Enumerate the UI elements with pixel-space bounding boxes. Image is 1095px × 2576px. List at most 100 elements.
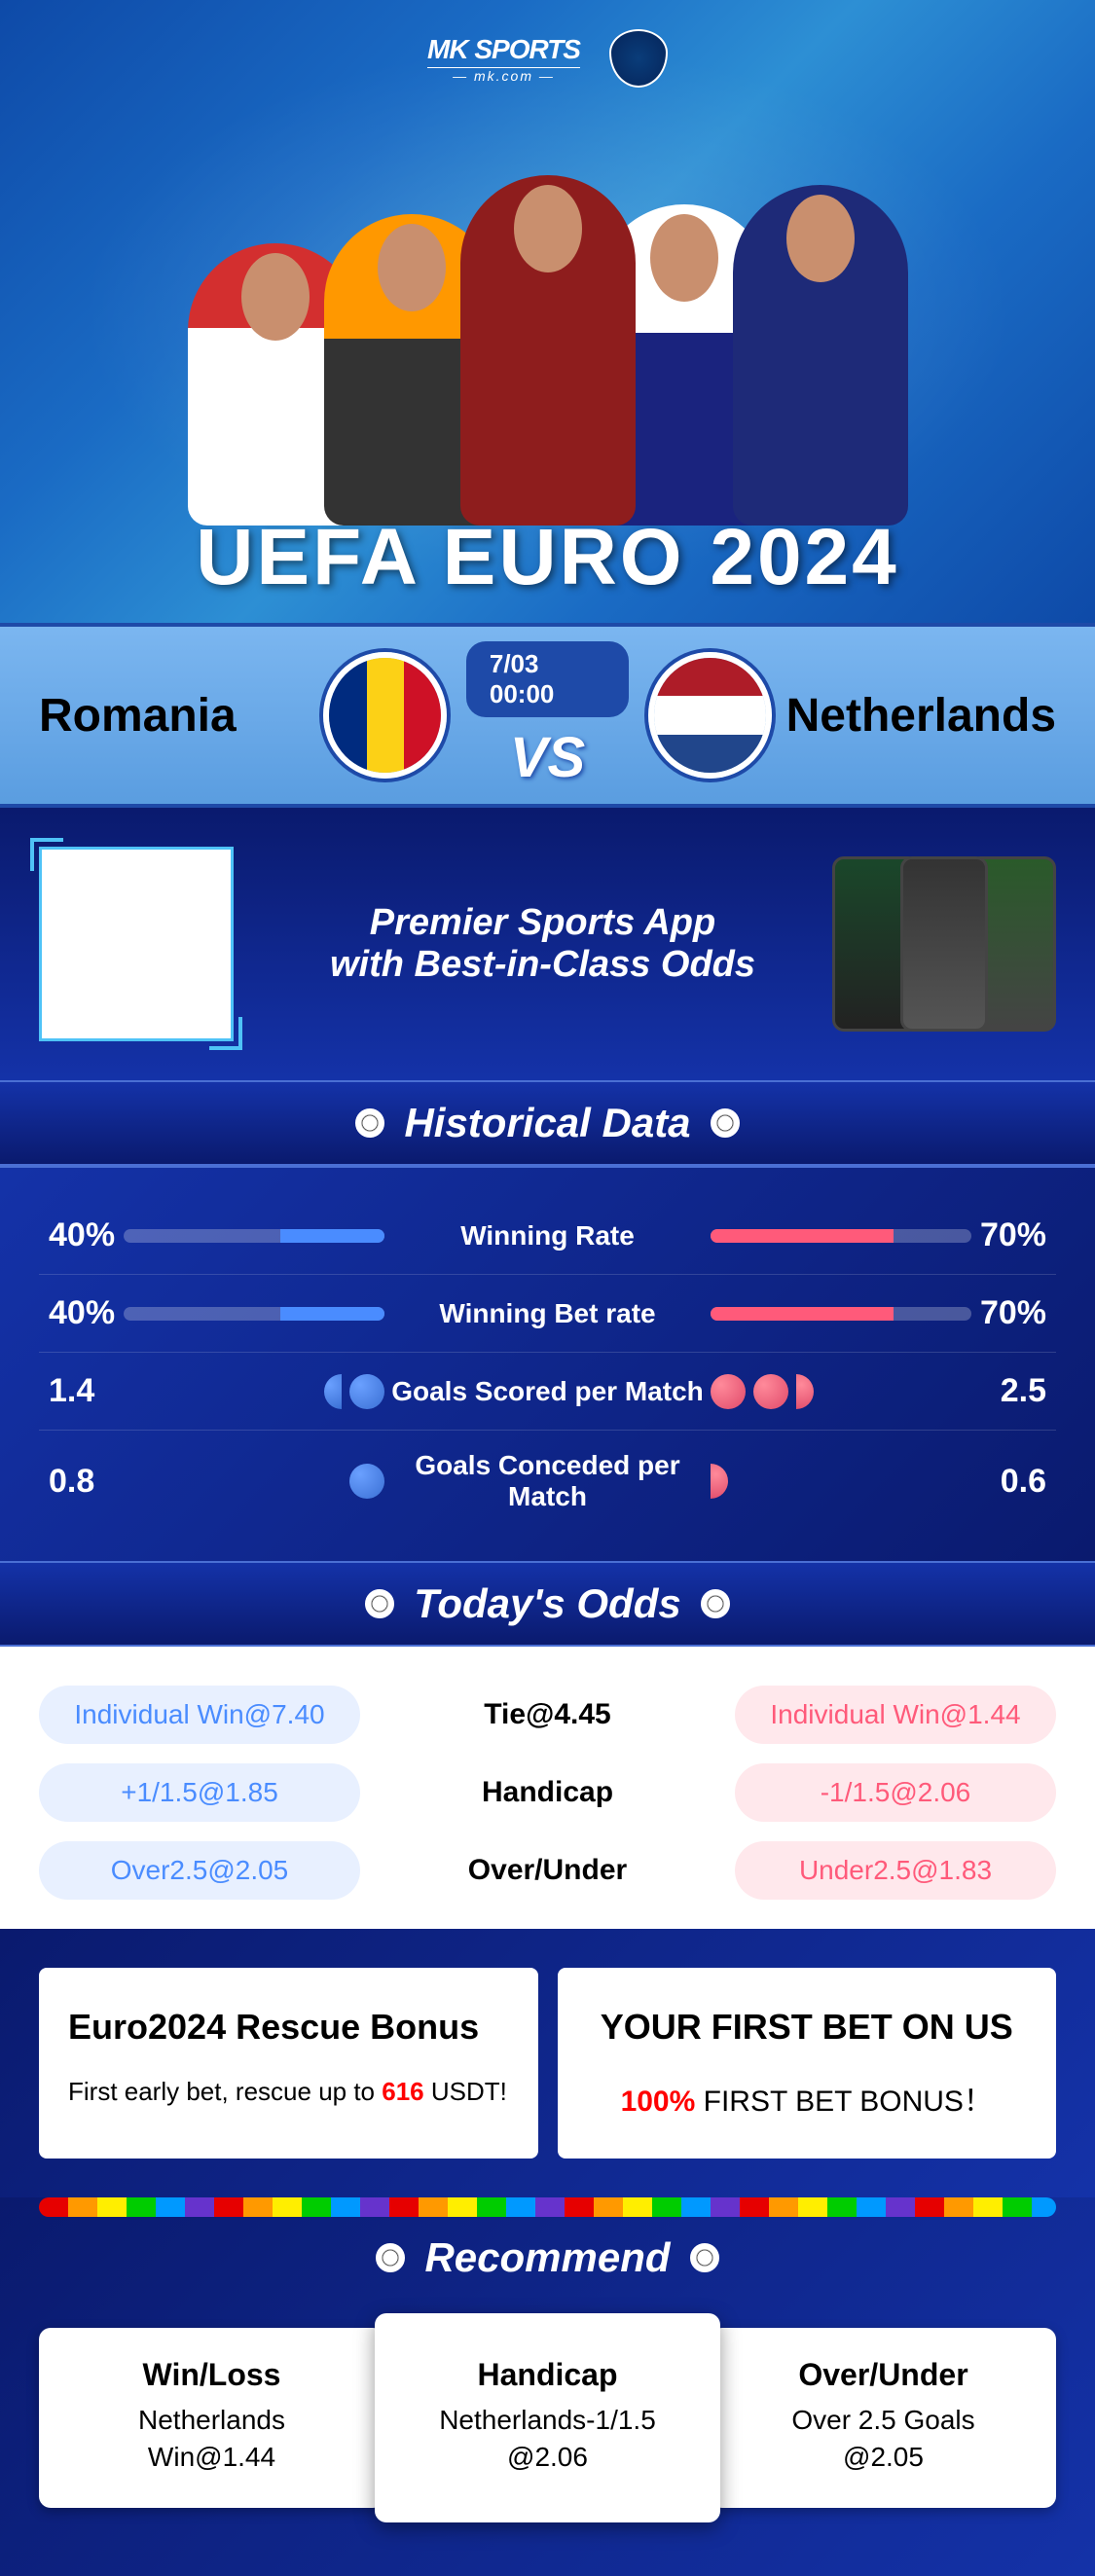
hero-title: UEFA EURO 2024 (0, 512, 1095, 603)
bonus-title: YOUR FIRST BET ON US (587, 2007, 1028, 2048)
ball-icon (753, 1374, 788, 1409)
bonus-title: Euro2024 Rescue Bonus (68, 2007, 509, 2048)
player-figure (733, 185, 908, 526)
ball-icon (711, 1464, 728, 1499)
balls-right (711, 1374, 971, 1409)
logo-sub: — mk.com — (427, 67, 580, 84)
odds-pill-right[interactable]: Under2.5@1.83 (735, 1841, 1056, 1900)
rec-heading: Over/Under (730, 2357, 1037, 2393)
bonus-card-rescue[interactable]: Euro2024 Rescue Bonus First early bet, r… (39, 1968, 538, 2159)
ball-icon (365, 1589, 394, 1618)
rec-line: Win@1.44 (58, 2442, 365, 2473)
team-left-name: Romania (39, 689, 323, 743)
hero-banner: MK SPORTS — mk.com — UEFA EURO 2024 (0, 0, 1095, 623)
recommend-title: Recommend (424, 2234, 670, 2281)
historical-title: Historical Data (404, 1100, 690, 1146)
rec-heading: Win/Loss (58, 2357, 365, 2393)
match-time: 7/03 00:00 (466, 641, 629, 717)
hist-right-val: 70% (971, 1216, 1046, 1254)
matchup-bar: Romania 7/03 00:00 VS Netherlands (0, 623, 1095, 808)
ball-icon (355, 1108, 384, 1138)
bonus-card-firstbet[interactable]: YOUR FIRST BET ON US 100% FIRST BET BONU… (558, 1968, 1057, 2159)
hist-label: Goals Conceded per Match (384, 1450, 711, 1512)
ball-icon (349, 1464, 384, 1499)
rec-line: @2.05 (730, 2442, 1037, 2473)
app-screenshots (852, 856, 1056, 1032)
flag-romania-icon (323, 652, 447, 779)
rec-line: Netherlands (58, 2405, 365, 2436)
hist-right-val: 70% (971, 1294, 1046, 1332)
balls-right (711, 1464, 971, 1499)
odds-center: Handicap (402, 1776, 694, 1809)
player-figure (460, 175, 636, 526)
ball-icon (690, 2243, 719, 2272)
odds-header: Today's Odds (0, 1561, 1095, 1647)
hist-left-val: 40% (49, 1294, 124, 1332)
odds-pill-left[interactable]: Over2.5@2.05 (39, 1841, 360, 1900)
odds-row: Over2.5@2.05 Over/Under Under2.5@1.83 (19, 1832, 1076, 1909)
logo-text: MK SPORTS (427, 34, 580, 64)
odds-pill-left[interactable]: Individual Win@7.40 (39, 1686, 360, 1744)
phone-mockup (900, 856, 988, 1032)
historical-section: 40% Winning Rate 70% 40% Winning Bet rat… (0, 1166, 1095, 1561)
qr-code-placeholder[interactable] (39, 847, 234, 1041)
recommend-card-handicap[interactable]: Handicap Netherlands-1/1.5 @2.06 (375, 2313, 720, 2522)
promo-section: Premier Sports App with Best-in-Class Od… (0, 808, 1095, 1080)
hist-row: 1.4 Goals Scored per Match 2.5 (39, 1353, 1056, 1431)
rec-line: @2.06 (394, 2442, 701, 2473)
odds-center: Tie@4.45 (402, 1698, 694, 1731)
hist-row: 0.8 Goals Conceded per Match 0.6 (39, 1431, 1056, 1532)
flag-netherlands-icon (648, 652, 772, 779)
ball-icon (711, 1374, 746, 1409)
recommend-section: Recommend Win/Loss Netherlands Win@1.44 … (0, 2197, 1095, 2576)
hist-right-val: 2.5 (971, 1372, 1046, 1410)
hist-row: 40% Winning Rate 70% (39, 1197, 1056, 1275)
hist-right-val: 0.6 (971, 1463, 1046, 1501)
bonus-section: Euro2024 Rescue Bonus First early bet, r… (0, 1929, 1095, 2197)
odds-title: Today's Odds (414, 1580, 680, 1627)
odds-row: Individual Win@7.40 Tie@4.45 Individual … (19, 1676, 1076, 1754)
odds-center: Over/Under (402, 1854, 694, 1887)
bar-left (124, 1229, 384, 1243)
odds-pill-right[interactable]: Individual Win@1.44 (735, 1686, 1056, 1744)
rec-line: Over 2.5 Goals (730, 2405, 1037, 2436)
recommend-cards: Win/Loss Netherlands Win@1.44 Handicap N… (0, 2299, 1095, 2537)
vs-text: VS (510, 725, 585, 790)
vs-center: 7/03 00:00 VS (466, 641, 629, 790)
team-right-name: Netherlands (772, 689, 1056, 743)
bonus-sub: First early bet, rescue up to 616 USDT! (68, 2077, 509, 2107)
ball-icon (349, 1374, 384, 1409)
bar-right (711, 1307, 971, 1321)
historical-header: Historical Data (0, 1080, 1095, 1166)
promo-line1: Premier Sports App (273, 902, 813, 944)
bonus-sub-post: FIRST BET BONUS！ (695, 2086, 993, 2118)
odds-pill-left[interactable]: +1/1.5@1.85 (39, 1763, 360, 1822)
hist-left-val: 1.4 (49, 1372, 124, 1410)
bonus-amount: 616 (382, 2077, 423, 2106)
bonus-sub-post: USDT! (424, 2077, 507, 2106)
bonus-sub-pre: First early bet, rescue up to (68, 2077, 382, 2106)
hist-left-val: 0.8 (49, 1463, 124, 1501)
ball-icon (701, 1589, 730, 1618)
recommend-card-overunder[interactable]: Over/Under Over 2.5 Goals @2.05 (711, 2328, 1056, 2508)
club-crest-icon (609, 29, 668, 88)
ball-icon (376, 2243, 405, 2272)
odds-row: +1/1.5@1.85 Handicap -1/1.5@2.06 (19, 1754, 1076, 1832)
hist-label: Winning Bet rate (384, 1298, 711, 1329)
odds-pill-right[interactable]: -1/1.5@2.06 (735, 1763, 1056, 1822)
recommend-card-winloss[interactable]: Win/Loss Netherlands Win@1.44 (39, 2328, 384, 2508)
balls-left (124, 1374, 384, 1409)
mk-logo: MK SPORTS — mk.com — (427, 34, 580, 84)
logo-row: MK SPORTS — mk.com — (427, 29, 668, 88)
ball-icon (711, 1108, 740, 1138)
color-strip-decoration (39, 2197, 1056, 2217)
balls-left (124, 1464, 384, 1499)
rec-line: Netherlands-1/1.5 (394, 2405, 701, 2436)
hist-row: 40% Winning Bet rate 70% (39, 1275, 1056, 1353)
rec-heading: Handicap (394, 2357, 701, 2393)
promo-text: Premier Sports App with Best-in-Class Od… (273, 902, 813, 986)
bonus-sub: 100% FIRST BET BONUS！ (587, 2077, 1028, 2120)
recommend-header: Recommend (0, 2217, 1095, 2299)
hist-label: Goals Scored per Match (384, 1376, 711, 1407)
bar-right (711, 1229, 971, 1243)
